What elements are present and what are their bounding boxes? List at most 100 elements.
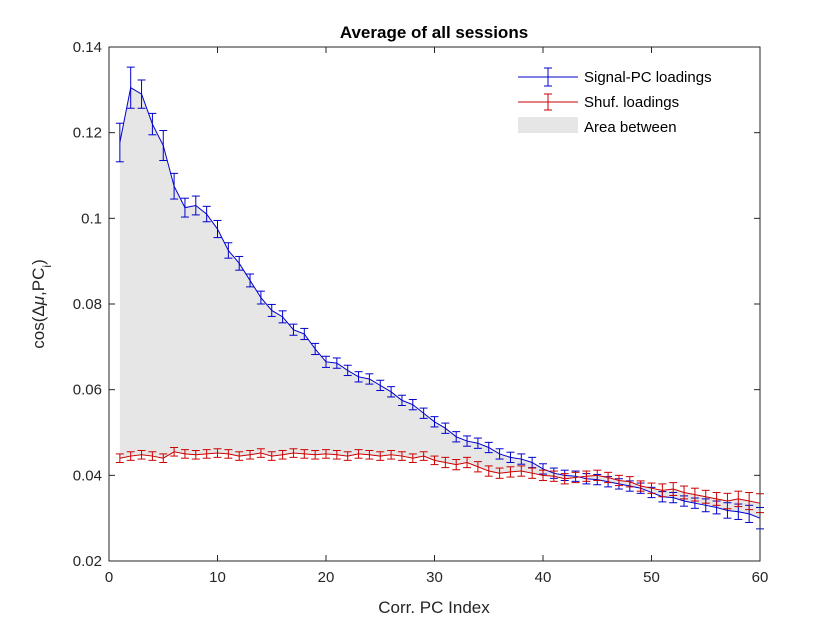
errorbar-shuffled bbox=[213, 448, 222, 458]
errorbar-signal bbox=[354, 371, 363, 383]
x-tick-label: 10 bbox=[209, 569, 226, 586]
chart-title: Average of all sessions bbox=[340, 23, 528, 42]
errorbar-signal bbox=[484, 441, 493, 454]
y-tick-label: 0.06 bbox=[73, 382, 102, 399]
errorbar-signal bbox=[126, 66, 135, 109]
errorbar-shuffled bbox=[669, 482, 678, 496]
errorbar-shuffled bbox=[354, 449, 363, 459]
errorbar-shuffled bbox=[256, 448, 265, 458]
errorbar-shuffled bbox=[115, 453, 124, 463]
errorbar-signal bbox=[278, 310, 287, 324]
errorbar-signal bbox=[289, 323, 298, 336]
errorbar-shuffled bbox=[463, 456, 472, 469]
errorbar-shuffled bbox=[170, 446, 179, 457]
errorbar-signal bbox=[256, 290, 265, 305]
y-tick-label: 0.14 bbox=[73, 39, 102, 56]
errorbar-shuffled bbox=[506, 466, 515, 478]
errorbar-shuffled bbox=[723, 492, 732, 510]
errorbar-shuffled bbox=[690, 487, 699, 502]
x-tick-label: 20 bbox=[318, 569, 335, 586]
errorbar-signal bbox=[365, 373, 374, 385]
errorbar-shuffled bbox=[180, 449, 189, 459]
errorbar-shuffled bbox=[202, 449, 211, 459]
errorbar-shuffled bbox=[397, 451, 406, 461]
legend-signal-label: Signal-PC loadings bbox=[584, 69, 712, 86]
x-tick-label: 0 bbox=[105, 569, 113, 586]
x-axis-label: Corr. PC Index bbox=[378, 598, 490, 617]
legend-shuffled-label: Shuf. loadings bbox=[584, 94, 679, 111]
errorbar-shuffled bbox=[539, 469, 547, 481]
legend-entry-shuffled: Shuf. loadings bbox=[518, 93, 679, 111]
errorbar-signal bbox=[202, 205, 211, 223]
errorbar-signal bbox=[517, 453, 526, 465]
errorbar-shuffled bbox=[126, 451, 135, 461]
errorbar-signal bbox=[332, 357, 341, 369]
errorbar-signal bbox=[397, 394, 406, 407]
errorbar-signal bbox=[343, 364, 352, 377]
series-line-shuffled bbox=[119, 451, 761, 504]
y-axis-label-suffix: ) bbox=[29, 259, 48, 265]
x-tick-label: 40 bbox=[535, 569, 552, 586]
y-axis-label-mu: μ bbox=[29, 295, 48, 306]
errorbar-shuffled bbox=[473, 461, 482, 473]
errorbar-shuffled bbox=[441, 456, 450, 469]
errorbar-shuffled bbox=[191, 449, 200, 460]
errorbar-signal bbox=[115, 122, 124, 163]
errorbar-signal bbox=[311, 342, 320, 356]
errorbar-shuffled bbox=[311, 449, 320, 460]
errorbar-signal bbox=[159, 130, 168, 162]
errorbar-signal bbox=[430, 416, 439, 428]
y-axis-label-subscript: i bbox=[40, 265, 54, 268]
errorbar-shuffled bbox=[658, 483, 667, 498]
errorbar-signal bbox=[387, 386, 396, 398]
legend-entry-area: Area between bbox=[518, 117, 677, 136]
errorbar-shuffled bbox=[734, 490, 743, 508]
errorbar-shuffled bbox=[484, 465, 493, 477]
y-axis-label-delta: Δ bbox=[29, 305, 48, 316]
errorbar-shuffled bbox=[343, 451, 352, 461]
errorbar-signal bbox=[180, 197, 189, 218]
errorbar-shuffled bbox=[278, 449, 287, 460]
errorbar-shuffled bbox=[560, 473, 569, 485]
x-tick-label: 30 bbox=[426, 569, 443, 586]
errorbar-shuffled bbox=[680, 485, 689, 500]
errorbar-shuffled bbox=[332, 449, 341, 460]
errorbar-shuffled bbox=[137, 449, 146, 460]
y-axis-label-prefix: cos( bbox=[29, 316, 48, 348]
errorbar-signal bbox=[419, 407, 428, 419]
errorbar-shuffled bbox=[582, 470, 591, 482]
errorbar-shuffled bbox=[365, 449, 374, 460]
errorbar-shuffled bbox=[701, 489, 710, 504]
errorbar-shuffled bbox=[419, 451, 428, 461]
errorbar-signal bbox=[235, 255, 244, 271]
errorbar-signal bbox=[170, 172, 179, 200]
errorbar-signal bbox=[322, 355, 330, 368]
errorbar-signal bbox=[441, 422, 450, 434]
errorbar-shuffled bbox=[517, 465, 526, 477]
errorbar-shuffled bbox=[614, 474, 623, 487]
y-tick-label: 0.1 bbox=[81, 210, 102, 227]
errorbar-signal bbox=[495, 448, 504, 460]
errorbar-signal bbox=[452, 431, 461, 443]
x-tick-label: 50 bbox=[643, 569, 660, 586]
errorbar-shuffled bbox=[430, 455, 439, 466]
legend: Signal-PC loadings Shuf. loadings Area b… bbox=[506, 58, 746, 142]
y-axis-label: cos(Δμ,PCi) bbox=[29, 259, 54, 349]
y-tick-label: 0.08 bbox=[73, 296, 102, 313]
errorbar-signal bbox=[137, 79, 146, 109]
y-axis-label-pc: ,PC bbox=[29, 268, 48, 296]
errorbar-shuffled bbox=[452, 458, 461, 471]
y-tick-label: 0.12 bbox=[73, 125, 102, 142]
errorbar-shuffled bbox=[549, 470, 558, 482]
errorbar-shuffled bbox=[159, 453, 168, 463]
errorbar-shuffled bbox=[224, 449, 233, 459]
legend-area-swatch bbox=[518, 117, 578, 133]
errorbar-shuffled bbox=[604, 471, 613, 484]
errorbar-signal bbox=[246, 273, 255, 288]
legend-entry-signal: Signal-PC loadings bbox=[518, 67, 712, 87]
errorbar-shuffled bbox=[745, 491, 754, 511]
y-tick-label: 0.02 bbox=[73, 553, 102, 570]
errorbar-shuffled bbox=[387, 449, 396, 460]
errorbar-signal bbox=[191, 195, 200, 216]
